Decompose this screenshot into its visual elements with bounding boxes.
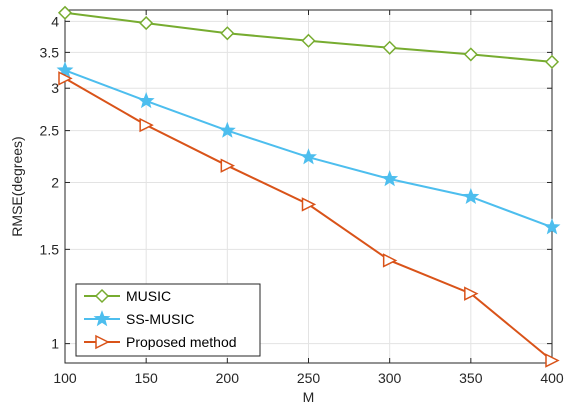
legend-marker: [95, 334, 110, 350]
legend-marker: [94, 288, 110, 304]
y-tick-label: 3: [51, 80, 59, 96]
data-point: [545, 353, 560, 368]
x-tick-label: 250: [297, 370, 321, 386]
x-tick-label: 100: [53, 370, 77, 386]
y-tick-label: 4: [51, 13, 59, 29]
data-point: [382, 253, 398, 268]
x-axis-label: M: [303, 389, 315, 405]
data-point: [301, 33, 316, 48]
data-point: [220, 158, 236, 173]
y-axis-label: RMSE(degrees): [9, 136, 25, 236]
x-tick-label: 300: [378, 370, 402, 386]
x-tick-label: 350: [459, 370, 483, 386]
legend-entry: MUSIC: [84, 288, 171, 304]
legend-label: Proposed method: [126, 334, 237, 350]
data-point: [543, 218, 561, 235]
data-point: [381, 170, 399, 187]
series-proposed-method: [58, 71, 560, 368]
data-point: [462, 187, 480, 205]
data-point: [301, 197, 317, 212]
data-point: [57, 5, 73, 20]
y-tick-label: 1: [51, 336, 59, 352]
legend-entry: Proposed method: [84, 334, 237, 350]
y-tick-label: 3.5: [40, 44, 60, 60]
data-point: [300, 148, 317, 165]
data-point: [463, 47, 478, 62]
data-series: [56, 5, 561, 368]
data-point: [464, 286, 479, 301]
data-point: [139, 16, 154, 31]
series-ss-music: [56, 61, 561, 235]
legend-label: SS-MUSIC: [126, 311, 194, 327]
y-axis-ticks: 1 1.5 2 2.5 3 3.5 4: [40, 13, 552, 352]
data-point: [58, 71, 73, 86]
legend-marker: [93, 310, 111, 327]
y-tick-label: 1.5: [40, 241, 60, 257]
legend-label: MUSIC: [126, 288, 171, 304]
legend: MUSIC SS-MUSIC Proposed method: [75, 283, 261, 357]
x-tick-label: 400: [540, 370, 564, 386]
x-tick-label: 150: [134, 370, 158, 386]
data-point: [137, 92, 155, 109]
data-point: [220, 26, 235, 41]
data-point: [218, 121, 236, 138]
x-tick-label: 200: [216, 370, 240, 386]
series-music: [57, 5, 560, 69]
data-point: [139, 117, 154, 133]
y-tick-label: 2: [51, 174, 59, 190]
legend-entry: SS-MUSIC: [84, 310, 194, 327]
y-tick-label: 2.5: [40, 123, 60, 139]
data-point: [56, 61, 74, 78]
data-point: [382, 40, 397, 55]
data-point: [544, 54, 560, 69]
